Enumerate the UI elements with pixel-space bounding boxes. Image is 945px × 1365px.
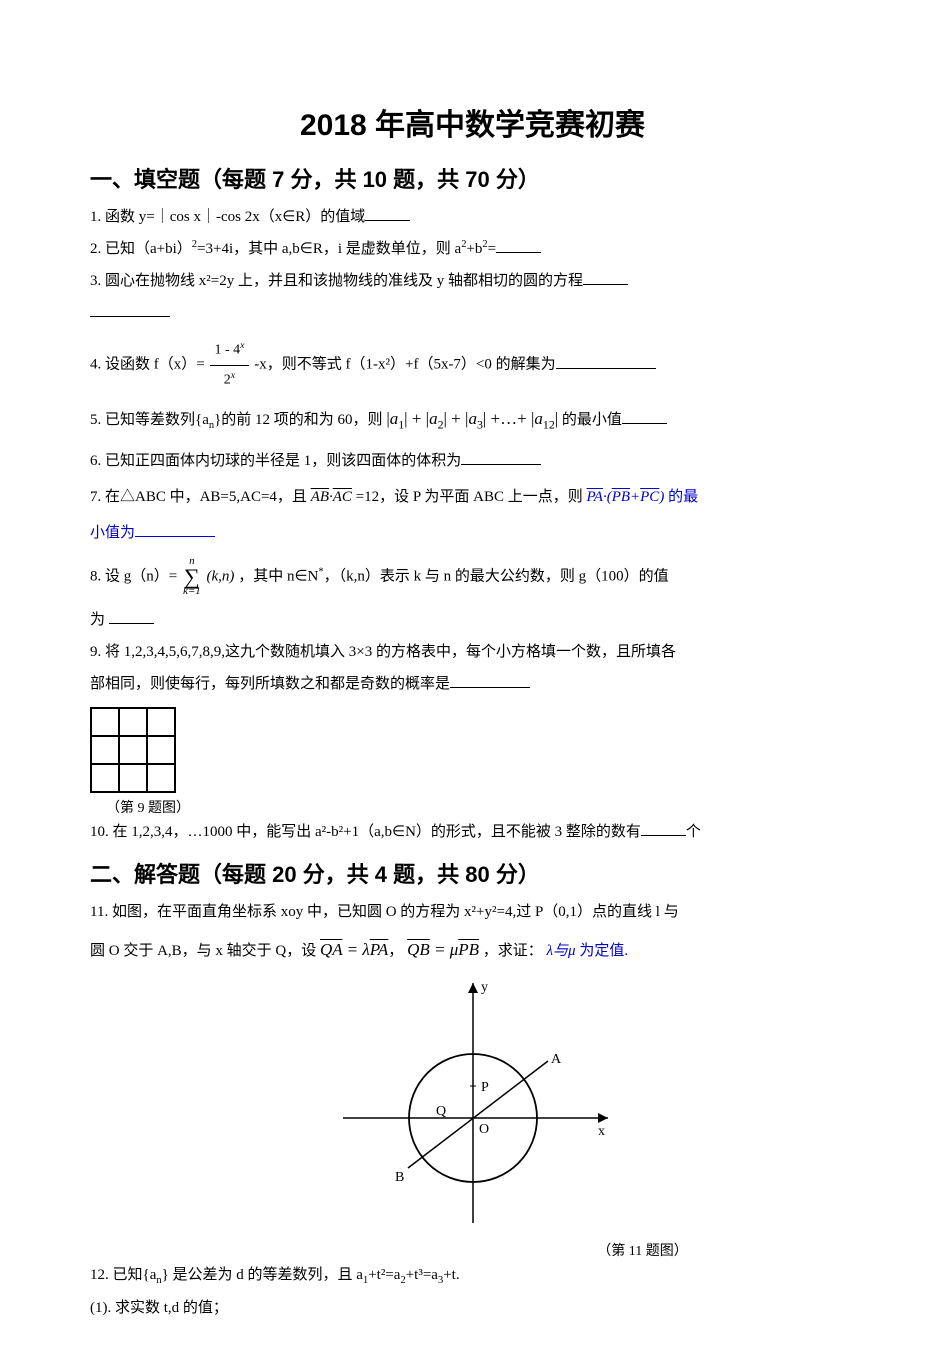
question-8-line2: 为 <box>90 605 855 635</box>
den-text: 2 <box>224 372 231 387</box>
q3-text: 3. 圆心在抛物线 x²=2y 上，并且和该抛物线的准线及 y 轴都相切的圆的方… <box>90 273 583 289</box>
question-7-line2: 小值为 <box>90 518 855 548</box>
q9-text-b: 部相同，则使每行，每列所填数之和都是奇数的概率是 <box>90 676 450 692</box>
vector-dot-1: AB·AC <box>311 489 352 505</box>
question-11-line2: 圆 O 交于 A,B，与 x 轴交于 Q，设 QA = λPA， QB = μP… <box>90 933 855 967</box>
q8-text-a: 8. 设 g（n）= <box>90 568 177 584</box>
svg-text:y: y <box>481 980 488 995</box>
q4-text-b: -x，则不等式 f（1-x²）+f（5x-7）<0 的解集为 <box>254 357 555 373</box>
blank <box>583 270 628 285</box>
svg-text:B: B <box>395 1170 404 1185</box>
svg-text:A: A <box>551 1052 562 1067</box>
q5-text-c: 的最小值 <box>562 412 622 428</box>
blank <box>135 522 215 537</box>
q8-text-c: ，（k,n）表示 k 与 n 的最大公约数，则 g（100）的值 <box>324 568 669 584</box>
blank <box>90 302 170 317</box>
blank <box>556 354 656 369</box>
blank <box>365 206 410 221</box>
q10-text-b: 个 <box>686 824 701 840</box>
question-10: 10. 在 1,2,3,4，…1000 中，能写出 a²-b²+1（a,b∈N）… <box>90 817 855 847</box>
denominator: 2x <box>210 366 248 395</box>
question-6: 6. 已知正四面体内切球的半径是 1，则该四面体的体积为 <box>90 446 855 476</box>
sup-x2: x <box>231 370 235 381</box>
lambda-mu: λ与μ <box>547 943 576 959</box>
q5-text-b: }的前 12 项的和为 60，则 <box>214 412 382 428</box>
q2-text-a: 2. 已知（a+bi） <box>90 241 192 257</box>
q9-text-a: 9. 将 1,2,3,4,5,6,7,8,9,这九个数随机填入 3×3 的方格表… <box>90 644 676 660</box>
question-7: 7. 在△ABC 中，AB=5,AC=4，且 AB·AC =12，设 P 为平面… <box>90 482 855 512</box>
summation: n ∑ k=1 <box>183 556 201 598</box>
section2-header: 二、解答题（每题 20 分，共 4 题，共 80 分） <box>90 857 855 889</box>
svg-text:P: P <box>481 1080 489 1095</box>
q12-text-d: +t³=a <box>406 1267 438 1283</box>
q2-text-d: = <box>488 241 496 257</box>
question-4: 4. 设函数 f（x）= 1 - 4x 2x -x，则不等式 f（1-x²）+f… <box>90 336 855 394</box>
vec-eq-1: QA = λPA <box>320 940 388 959</box>
q8-text-b: ，其中 n∈N <box>238 568 318 584</box>
page-title: 2018 年高中数学竞赛初赛 <box>90 100 855 144</box>
vector-dot-2: PA·(PB+PC) <box>587 489 665 505</box>
sup-x: x <box>240 340 244 351</box>
q1-text: 1. 函数 y=｜cos x｜-cos 2x（x∈R）的值域 <box>90 209 365 225</box>
numerator: 1 - 4x <box>210 336 248 366</box>
grid-3x3 <box>90 701 855 797</box>
question-2: 2. 已知（a+bi）2=3+4i，其中 a,b∈R，i 是虚数单位，则 a2+… <box>90 234 855 264</box>
sum-term: (k,n) <box>207 568 235 584</box>
q7-text-b: =12，设 P 为平面 ABC 上一点，则 <box>356 489 583 505</box>
num-text: 1 - 4 <box>214 343 240 358</box>
q11-diagram-caption: （第 11 题图） <box>90 1240 855 1260</box>
sum-bottom: k=1 <box>183 586 201 597</box>
q11-text-e: 为定值. <box>579 943 628 959</box>
question-5: 5. 已知等差数列{an}的前 12 项的和为 60，则 |a1| + |a2|… <box>90 402 855 437</box>
question-11: 11. 如图，在平面直角坐标系 xoy 中，已知圆 O 的方程为 x²+y²=4… <box>90 897 855 927</box>
blank <box>109 609 154 624</box>
q12-1-text: (1). 求实数 t,d 的值； <box>90 1300 228 1316</box>
q7-text-c: 的最 <box>668 489 698 505</box>
q12-text-a: 12. 已知{a <box>90 1267 156 1283</box>
question-3-blank-line <box>90 298 855 328</box>
section1-header: 一、填空题（每题 7 分，共 10 题，共 70 分） <box>90 162 855 194</box>
q11-text-c: ，求证： <box>483 943 543 959</box>
question-8: 8. 设 g（n）= n ∑ k=1 (k,n) ，其中 n∈N*，（k,n）表… <box>90 556 855 598</box>
q8-text-d: 为 <box>90 612 105 628</box>
sigma-icon: ∑ <box>183 567 201 587</box>
question-1: 1. 函数 y=｜cos x｜-cos 2x（x∈R）的值域 <box>90 202 855 232</box>
vec-eq-2: QB = μPB <box>407 940 479 959</box>
fraction: 1 - 4x 2x <box>210 336 248 394</box>
q2-text-b: =3+4i，其中 a,b∈R，i 是虚数单位，则 a <box>197 241 461 257</box>
svg-text:Q: Q <box>436 1104 446 1119</box>
blank <box>496 238 541 253</box>
q7-text-d: 小值为 <box>90 525 135 541</box>
q6-text: 6. 已知正四面体内切球的半径是 1，则该四面体的体积为 <box>90 453 461 469</box>
q10-text-a: 10. 在 1,2,3,4，…1000 中，能写出 a²-b²+1（a,b∈N）… <box>90 824 641 840</box>
coordinate-diagram: O P Q A B x y <box>323 973 623 1233</box>
question-9-line2: 部相同，则使每行，每列所填数之和都是奇数的概率是 <box>90 669 855 699</box>
q4-text-a: 4. 设函数 f（x）= <box>90 357 205 373</box>
blank <box>622 409 667 424</box>
q2-text-c: +b <box>466 241 482 257</box>
q11-diagram: O P Q A B x y <box>90 973 855 1238</box>
q5-text-a: 5. 已知等差数列{a <box>90 412 209 428</box>
question-12-part1: (1). 求实数 t,d 的值； <box>90 1293 855 1323</box>
q7-text-a: 7. 在△ABC 中，AB=5,AC=4，且 <box>90 489 307 505</box>
question-3: 3. 圆心在抛物线 x²=2y 上，并且和该抛物线的准线及 y 轴都相切的圆的方… <box>90 266 855 296</box>
abs-sum: |a1| + |a2| + |a3| +…+ |a12| <box>386 409 558 428</box>
blank <box>461 450 541 465</box>
q9-caption: （第 9 题图） <box>106 797 855 817</box>
svg-text:O: O <box>479 1122 489 1137</box>
q12-text-b: } 是公差为 d 的等差数列，且 a <box>162 1267 363 1283</box>
svg-text:x: x <box>598 1124 605 1139</box>
q12-text-e: +t. <box>443 1267 459 1283</box>
blank <box>641 821 686 836</box>
blank <box>450 673 530 688</box>
q12-text-c: +t²=a <box>368 1267 400 1283</box>
question-12: 12. 已知{an} 是公差为 d 的等差数列，且 a1+t²=a2+t³=a3… <box>90 1260 855 1291</box>
q11-text-a: 11. 如图，在平面直角坐标系 xoy 中，已知圆 O 的方程为 x²+y²=4… <box>90 904 679 920</box>
q11-text-b: 圆 O 交于 A,B，与 x 轴交于 Q，设 <box>90 943 316 959</box>
question-9: 9. 将 1,2,3,4,5,6,7,8,9,这九个数随机填入 3×3 的方格表… <box>90 637 855 667</box>
